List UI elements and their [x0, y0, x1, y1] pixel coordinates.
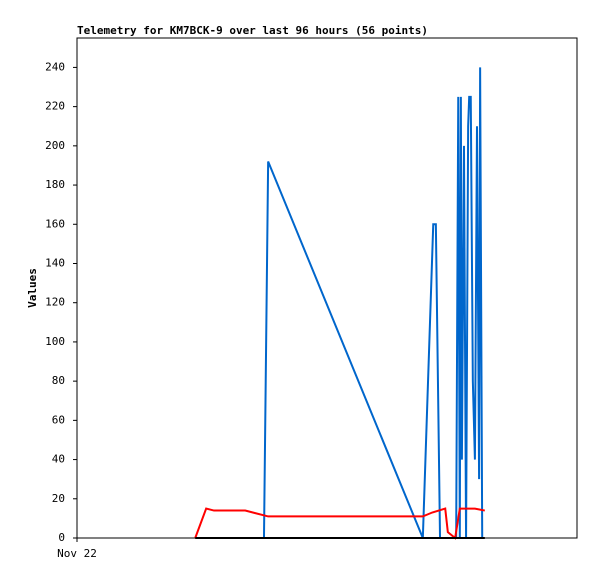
y-tick-label: 100: [45, 335, 65, 348]
y-tick-label: 120: [45, 296, 65, 309]
y-tick-label: 40: [52, 453, 65, 466]
y-tick-label: 80: [52, 374, 65, 387]
y-tick-label: 180: [45, 178, 65, 191]
series-line: [262, 67, 484, 539]
y-tick-label: 20: [52, 492, 65, 505]
chart-title: Telemetry for KM7BCK-9 over last 96 hour…: [77, 24, 428, 37]
y-tick-label: 60: [52, 413, 65, 426]
x-tick-label: Nov 22: [57, 547, 97, 560]
y-tick-label: 140: [45, 256, 65, 269]
y-axis-label: Values: [26, 268, 39, 308]
y-tick-label: 240: [45, 60, 65, 73]
y-tick-label: 0: [58, 531, 65, 544]
series-line: [194, 507, 486, 540]
y-tick-label: 160: [45, 217, 65, 230]
y-tick-label: 220: [45, 100, 65, 113]
y-tick-label: 200: [45, 139, 65, 152]
